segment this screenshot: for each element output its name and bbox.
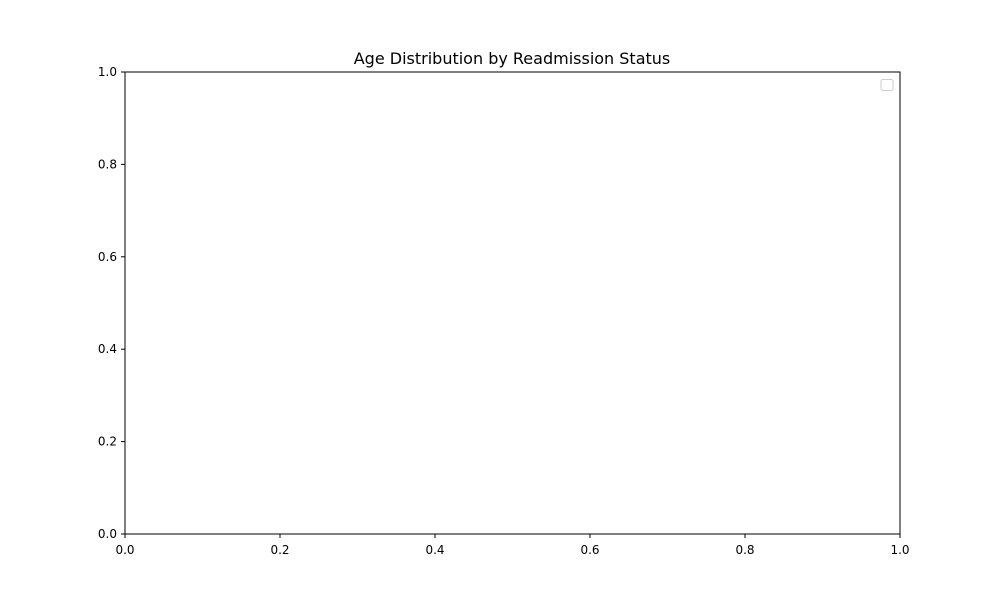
x-tick-label: 1.0	[890, 543, 909, 557]
x-axis: 0.0 0.2 0.4 0.6 0.8 1.0	[115, 534, 910, 557]
y-tick-label: 0.4	[98, 342, 117, 356]
x-tick-label: 0.0	[115, 543, 134, 557]
y-axis: 0.0 0.2 0.4 0.6 0.8 1.0	[98, 65, 125, 541]
x-tick-label: 0.6	[580, 543, 599, 557]
plot-area	[124, 71, 901, 535]
y-tick-label: 0.8	[98, 157, 117, 171]
y-tick-label: 0.2	[98, 435, 117, 449]
x-tick-label: 0.4	[425, 543, 444, 557]
chart-title: Age Distribution by Readmission Status	[354, 49, 671, 68]
y-tick-label: 0.0	[98, 527, 117, 541]
x-tick-label: 0.8	[735, 543, 754, 557]
x-tick-label: 0.2	[270, 543, 289, 557]
y-tick-label: 0.6	[98, 250, 117, 264]
y-tick-label: 1.0	[98, 65, 117, 79]
legend	[880, 79, 894, 91]
